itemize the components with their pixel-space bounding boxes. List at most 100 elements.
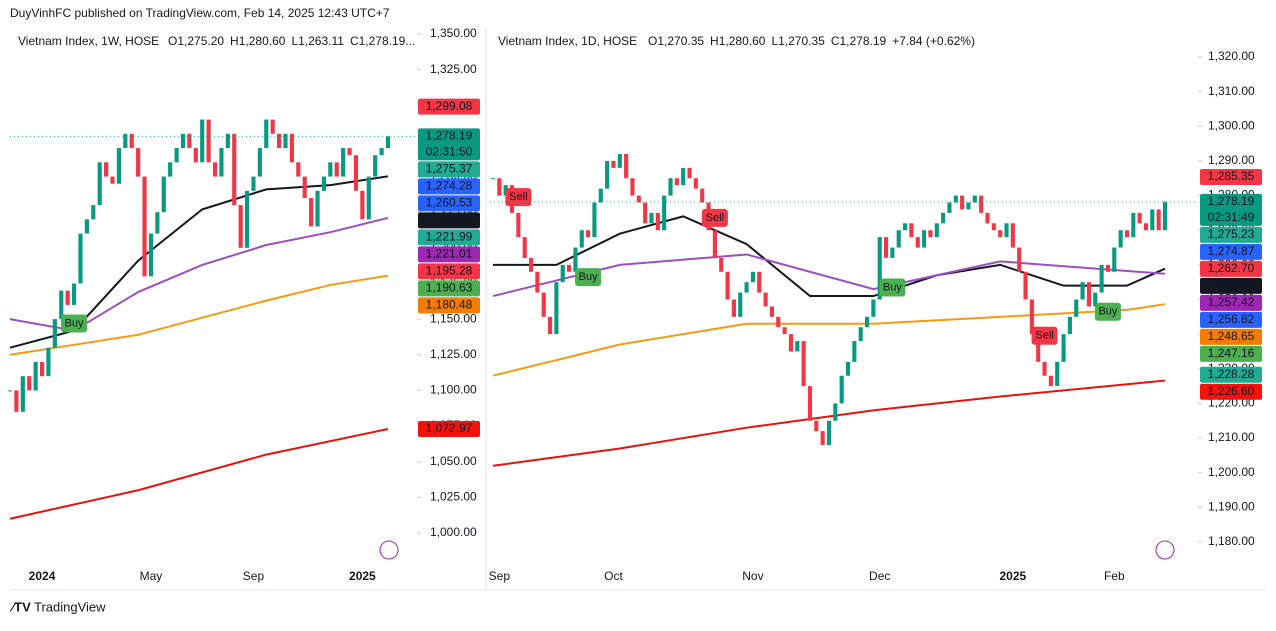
candle (1010, 223, 1015, 248)
price-tag-label: 1,262.70 (1208, 261, 1255, 275)
candle (309, 197, 314, 227)
candle (1156, 209, 1161, 231)
y-tick-label: 1,325.00 (430, 62, 477, 76)
candle (1074, 299, 1079, 317)
x-tick-label: May (140, 569, 163, 583)
candle (129, 133, 134, 149)
y-tick-label: 1,310.00 (1208, 84, 1255, 98)
candle (1131, 212, 1136, 238)
candle (123, 133, 128, 149)
price-tag (1200, 277, 1262, 294)
price-tag (418, 297, 480, 314)
candle (662, 195, 667, 231)
candle (871, 299, 876, 317)
candle (655, 212, 660, 231)
legend-title: Vietnam Index, 1D, HOSE (498, 34, 637, 48)
price-tag (1200, 345, 1262, 362)
y-tick-label: 1,180.00 (1208, 534, 1255, 548)
alert-icon[interactable] (1155, 540, 1175, 560)
price-tag-label: 1,248.65 (1208, 329, 1255, 343)
candle (212, 162, 218, 177)
candle (193, 148, 198, 163)
price-tag-countdown: 02:31:49 (1208, 210, 1255, 224)
candle (896, 230, 901, 248)
signal-label: Buy (65, 317, 84, 329)
candle (91, 205, 96, 220)
price-tag-label: 1,190.63 (426, 281, 473, 295)
alert-icon[interactable] (379, 540, 399, 560)
price-tag-label: 1,257.42 (1208, 295, 1255, 309)
candle (1112, 247, 1117, 272)
candle (20, 376, 25, 412)
price-tag-label: 1,180.48 (426, 298, 473, 312)
candle (883, 237, 889, 258)
candle (991, 223, 996, 231)
candle (52, 319, 57, 348)
candle (630, 178, 635, 196)
y-tick-label: 1,000.00 (430, 525, 477, 539)
ma-line (492, 303, 1166, 377)
candle (719, 257, 724, 272)
legend-value: O1,270.35 (648, 34, 704, 48)
candle (674, 178, 679, 186)
price-tag-countdown: 02:31:50 (426, 145, 473, 159)
price-tag-label: 1,226.60 (1208, 384, 1255, 398)
signal-label: Buy (579, 271, 598, 283)
candle (782, 327, 787, 335)
candle (33, 361, 38, 391)
signal-badge (505, 188, 532, 207)
candle (315, 190, 320, 227)
legend-value: C1,278.19... (350, 34, 415, 48)
candle (78, 233, 83, 284)
candle (251, 176, 256, 191)
candle (547, 316, 553, 335)
price-tag-label: 1,195.28 (426, 264, 473, 278)
y-tick-label: 1,350.00 (430, 26, 477, 40)
price-tag-label: 1,299.08 (426, 99, 473, 113)
candle (1162, 201, 1168, 231)
candle (890, 247, 895, 258)
candle (110, 176, 115, 184)
price-tag-label: 1,275.37 (426, 162, 473, 176)
candle (560, 264, 565, 283)
footer: TradingView (34, 599, 106, 614)
candle (1150, 209, 1155, 231)
price-tag (418, 420, 480, 437)
candle (649, 212, 654, 224)
candle (379, 148, 384, 156)
signal-badge (575, 268, 602, 287)
candle (541, 292, 546, 317)
candle (136, 148, 141, 177)
candle (180, 133, 186, 149)
price-tag (1200, 243, 1262, 260)
candle (763, 292, 768, 307)
plot (490, 154, 1168, 467)
candle (65, 290, 70, 305)
candle (668, 178, 673, 196)
candle (360, 190, 365, 220)
candle (852, 341, 857, 362)
x-tick-label: 2025 (349, 569, 376, 583)
candle (826, 420, 832, 445)
y-tick-label: 1,190.00 (1208, 500, 1255, 514)
candle (839, 375, 844, 404)
signal-badge (1031, 326, 1058, 345)
candle (573, 247, 578, 272)
candle (206, 119, 211, 163)
candle (328, 162, 333, 177)
candle (334, 162, 339, 177)
price-tag-label: 1,228.28 (1208, 367, 1255, 381)
candle (972, 195, 977, 203)
candle (795, 341, 800, 352)
price-tag (1200, 294, 1262, 311)
candle (845, 361, 851, 376)
candle (624, 154, 629, 179)
candle (731, 299, 736, 317)
candle (155, 212, 160, 234)
candle (277, 133, 282, 149)
x-tick-label: 2025 (999, 569, 1026, 583)
candle (7, 390, 13, 392)
candle (46, 347, 51, 377)
legend-value: C1,278.19 (831, 34, 887, 48)
candle (522, 237, 527, 258)
